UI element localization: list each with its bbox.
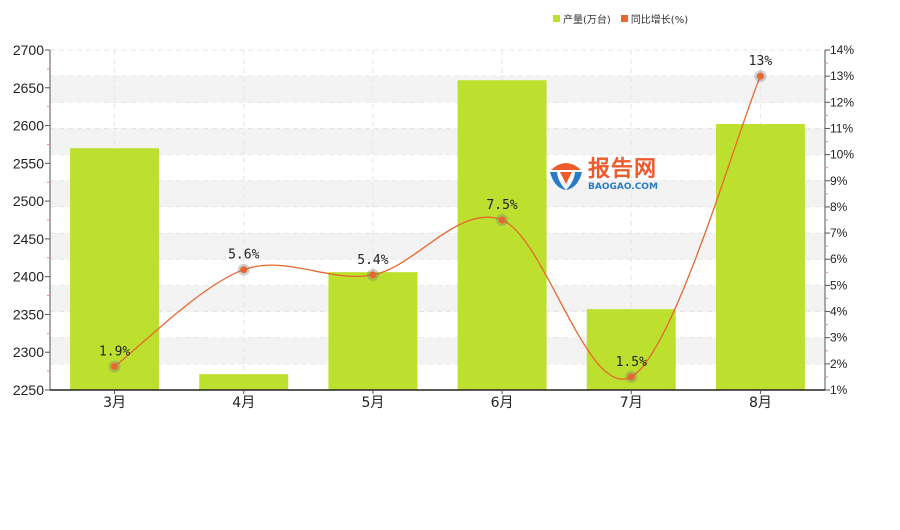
bar-6月[interactable] xyxy=(457,80,547,390)
bar-series xyxy=(70,80,805,391)
baogao-watermark: 报告网 BAOGAO.COM xyxy=(548,158,658,192)
legend-swatch-bar xyxy=(553,15,560,22)
line-point-3月[interactable] xyxy=(111,362,119,370)
bar-4月[interactable] xyxy=(199,374,289,390)
watermark-cn-text: 报告网 xyxy=(588,156,658,182)
line-point-7月[interactable] xyxy=(627,373,635,381)
line-point-8月[interactable] xyxy=(756,72,764,80)
y-axis-tick-label: 2450 xyxy=(13,231,44,247)
y2-axis-tick-label: 9% xyxy=(830,174,848,188)
y2-axis-tick-label: 6% xyxy=(830,252,848,266)
legend-label-growth: 同比增长(%) xyxy=(630,15,689,26)
bar-3月[interactable] xyxy=(70,148,160,390)
x-axis-tick-label: 3月 xyxy=(103,395,126,411)
x-axis-tick-label: 4月 xyxy=(232,395,255,411)
line-point-6月[interactable] xyxy=(498,216,506,224)
line-series: 1.9% 5.6% 5.4% 7.5% 1.5% 13% xyxy=(99,54,772,383)
line-point-4月[interactable] xyxy=(240,266,248,274)
legend-item-growth[interactable]: 同比增长(%) xyxy=(620,11,689,26)
legend-swatch-line xyxy=(620,15,628,22)
line-data-label: 13% xyxy=(749,54,773,69)
line-point-5月[interactable] xyxy=(369,271,377,279)
y2-axis-tick-label: 10% xyxy=(830,148,854,162)
bar-8月[interactable] xyxy=(715,124,805,391)
y2-axis-tick-label: 11% xyxy=(830,121,853,135)
baogao-logo-icon xyxy=(550,163,582,190)
y2-axis-tick-label: 5% xyxy=(830,278,848,292)
y2-axis-tick-label: 4% xyxy=(830,305,848,319)
y2-axis-tick-label: 13% xyxy=(830,69,854,83)
chart-legend: 产量(万台) 同比增长(%) xyxy=(553,11,688,26)
y2-axis-tick-label: 14% xyxy=(830,43,854,57)
x-axis-tick-label: 8月 xyxy=(749,395,772,411)
y-axis-tick-label: 2350 xyxy=(13,306,44,322)
bar-5月[interactable] xyxy=(328,272,418,390)
y-axis-tick-label: 2250 xyxy=(13,382,44,398)
grid-bands xyxy=(50,76,825,364)
y-axis-tick-label: 2650 xyxy=(13,80,44,96)
y2-axis-tick-label: 7% xyxy=(830,226,848,240)
line-data-label: 1.9% xyxy=(99,344,130,359)
y-axis-tick-label: 2550 xyxy=(13,155,44,171)
y2-axis-tick-label: 3% xyxy=(830,331,848,345)
line-data-label: 7.5% xyxy=(486,198,517,213)
axes: 2250 2300 2350 2400 2450 2500 2550 2600 2650 2700… xyxy=(13,42,855,411)
x-axis-tick-label: 7月 xyxy=(620,395,643,411)
line-data-label: 5.6% xyxy=(228,248,259,263)
line-data-label: 1.5% xyxy=(616,355,647,370)
legend-label-production: 产量(万台) xyxy=(563,15,611,26)
x-axis-tick-label: 6月 xyxy=(491,395,514,411)
y-axis-tick-label: 2700 xyxy=(13,42,44,58)
x-axis-tick-label: 5月 xyxy=(361,395,384,411)
watermark-en-text: BAOGAO.COM xyxy=(588,181,658,192)
line-data-label: 5.4% xyxy=(357,253,388,268)
y2-axis-tick-label: 1% xyxy=(830,383,848,397)
y-axis-tick-label: 2600 xyxy=(13,118,44,134)
legend-item-production[interactable]: 产量(万台) xyxy=(553,11,611,26)
y-axis-tick-label: 2400 xyxy=(13,269,44,285)
y2-axis-tick-label: 12% xyxy=(830,95,854,109)
y2-axis-tick-label: 8% xyxy=(830,200,848,214)
y-axis-tick-label: 2500 xyxy=(13,193,44,209)
y-axis-tick-label: 2300 xyxy=(13,344,44,360)
y2-axis-tick-label: 2% xyxy=(830,357,848,371)
